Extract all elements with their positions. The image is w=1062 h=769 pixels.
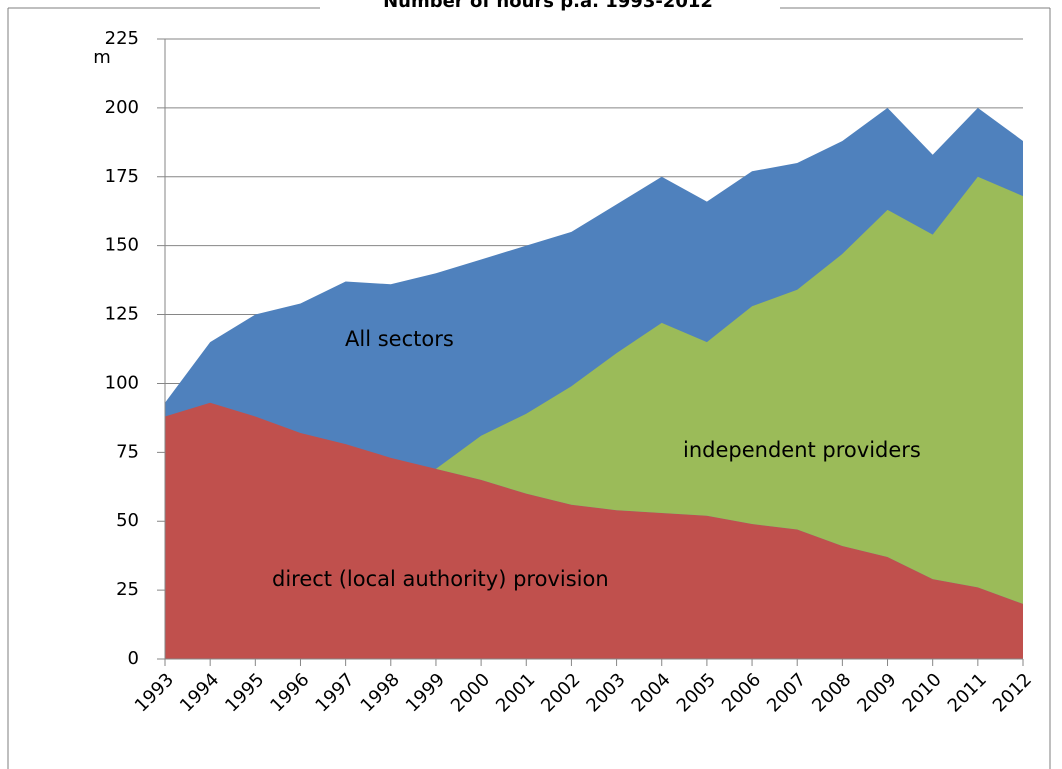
x-tick-label: 2007 [763,669,810,716]
x-tick-label: 1997 [311,669,358,716]
x-tick-label: 1998 [357,669,404,716]
y-tick-label: 50 [116,510,139,531]
series-label: direct (local authority) provision [272,567,609,591]
x-tick-label: 2011 [944,669,991,716]
chart-title: Number of hours p.a. 1993-2012 [383,0,713,12]
x-tick-label: 2000 [447,669,494,716]
x-tick-label: 1996 [266,669,313,716]
y-tick-label: 0 [128,648,139,669]
y-axis-label: m [93,47,111,68]
x-tick-label: 1999 [402,669,449,716]
y-tick-label: 150 [105,235,139,256]
x-tick-label: 1993 [131,669,178,716]
y-tick-label: 200 [105,97,139,118]
y-tick-label: 225 [105,28,139,49]
area [165,402,1023,659]
y-tick-label: 25 [116,579,139,600]
x-tick-label: 2005 [673,669,720,716]
x-tick-label: 2001 [492,669,539,716]
title-bg [320,0,780,12]
area [435,176,1023,604]
series-label: All sectors [345,327,454,351]
y-tick-label: 125 [105,304,139,325]
x-tick-label: 2002 [537,669,584,716]
series-label: independent providers [683,438,921,462]
x-tick-label: 2010 [899,669,946,716]
y-tick-label: 100 [105,372,139,393]
y-tick-label: 175 [105,166,139,187]
x-tick-label: 2006 [718,669,765,716]
x-tick-label: 2004 [628,669,675,716]
x-tick-label: 2003 [582,669,629,716]
x-tick-label: 2012 [989,669,1036,716]
y-tick-label: 75 [116,441,139,462]
x-tick-label: 2009 [853,669,900,716]
x-tick-label: 1994 [176,669,223,716]
x-tick-label: 2008 [808,669,855,716]
x-tick-label: 1995 [221,669,268,716]
